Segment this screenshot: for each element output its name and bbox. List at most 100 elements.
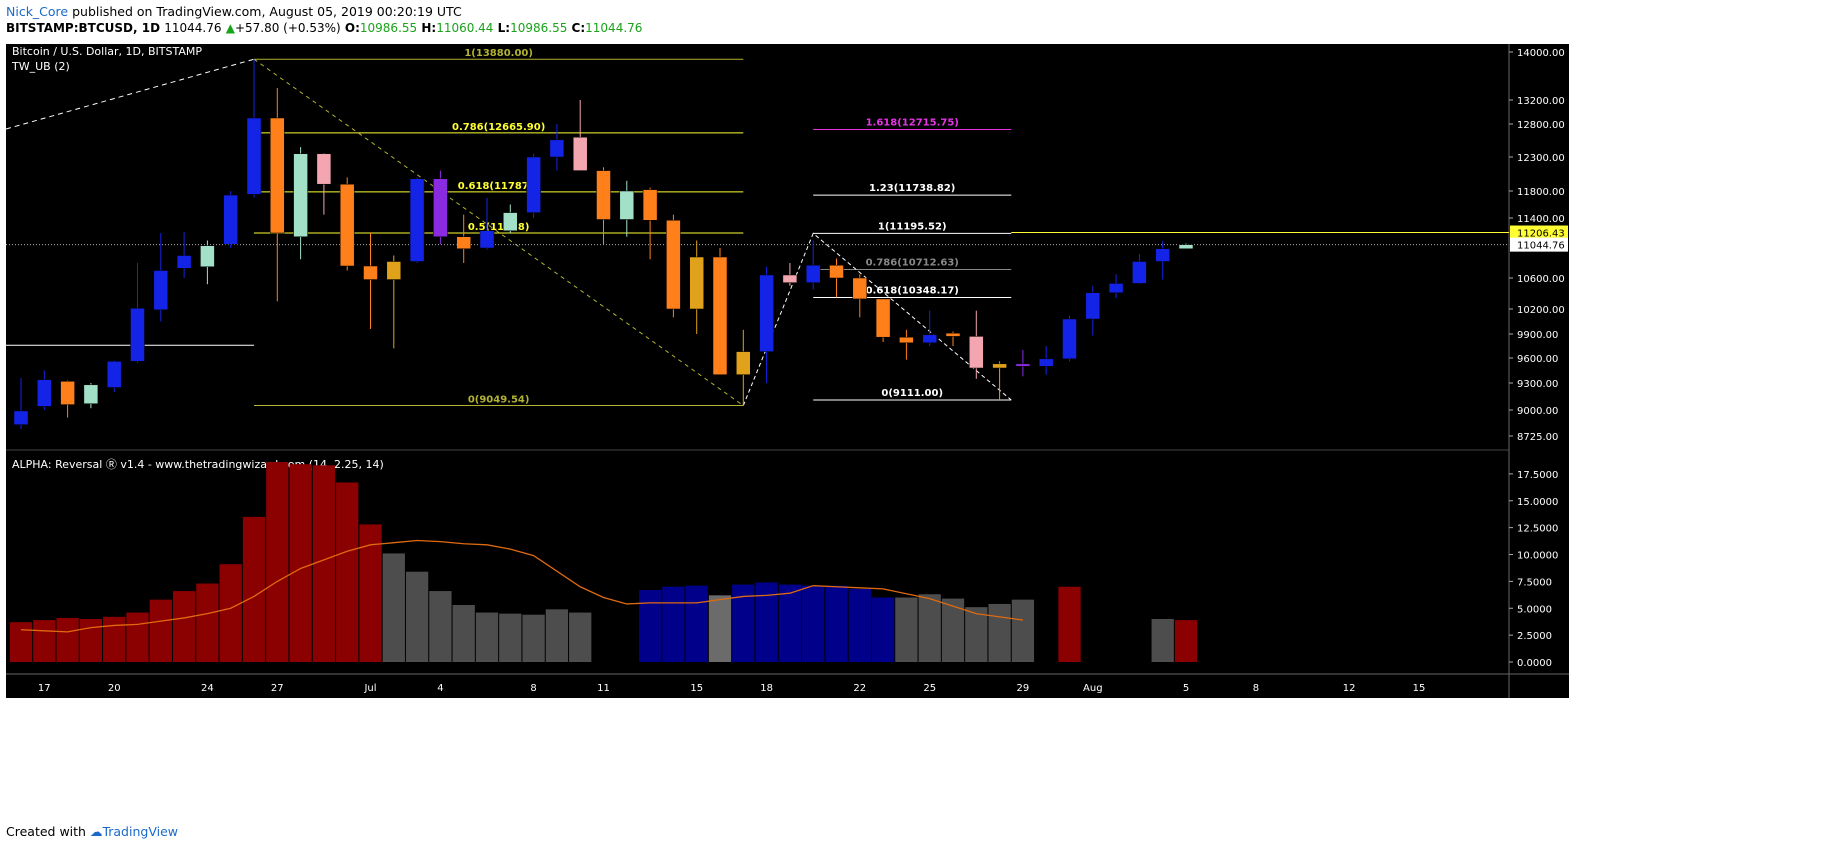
histogram-bar [429, 591, 452, 662]
high-label: H: [421, 21, 437, 35]
candle-body [549, 139, 565, 158]
price-pane-title: Bitcoin / U.S. Dollar, 1D, BITSTAMP [12, 45, 202, 58]
low-label: L: [497, 21, 511, 35]
candle-body [992, 363, 1007, 369]
candle-body [13, 410, 29, 425]
candle-body [60, 381, 75, 405]
date-tick-label: 22 [853, 683, 866, 694]
date-tick-label: 15 [1413, 683, 1426, 694]
candle-body [875, 298, 891, 338]
open-label: O: [344, 21, 360, 35]
histogram-bar [1011, 599, 1035, 662]
price-tick-label: 11400.00 [1517, 214, 1565, 225]
candle-body [1015, 363, 1031, 367]
date-tick-label: 20 [108, 683, 121, 694]
tradingview-logo-icon: ☁ [89, 824, 103, 839]
date-tick-label: 29 [1017, 683, 1030, 694]
candle-body [596, 170, 611, 220]
close-value: 11044.76 [585, 21, 643, 35]
date-tick-label: Jul [363, 683, 376, 694]
ext-trendline [742, 232, 1012, 406]
price-tick-label: 9000.00 [1517, 406, 1558, 417]
histogram-bar [336, 482, 359, 662]
histogram-bar [196, 583, 219, 662]
histogram-bar [475, 612, 499, 662]
ticker-row: BITSTAMP:BTCUSD, 1D 11044.76 ▲+57.80 (+0… [6, 21, 642, 35]
histogram-bar [638, 589, 662, 662]
histogram-bar [289, 464, 312, 662]
candle-body [409, 178, 425, 262]
price-tick-label: 9900.00 [1517, 330, 1558, 341]
candle-body [339, 183, 355, 267]
price-tick-label: 8725.00 [1517, 432, 1558, 443]
ext-level-label: 0.786(10712.63) [866, 258, 959, 269]
candle-body [1062, 318, 1077, 360]
price-tag-label: 11206.43 [1517, 229, 1565, 240]
candle-body [83, 384, 99, 404]
open-value: 10986.55 [359, 21, 418, 35]
candle-body [736, 351, 751, 375]
candle-body [153, 270, 169, 311]
candle-body [37, 379, 52, 407]
fib-level-label: 0.618(11787.6 [458, 181, 540, 192]
candle-body [363, 265, 378, 280]
histogram-bar [569, 612, 592, 662]
histogram-bar [918, 594, 941, 662]
author-link[interactable]: Nick_Core [6, 4, 69, 19]
ext-level-label: 0.618(10348.17) [866, 286, 959, 297]
histogram-bar [1058, 586, 1081, 662]
date-tick-label: 15 [690, 683, 703, 694]
candle-body [176, 255, 192, 269]
histogram-bar [312, 465, 336, 662]
histogram-bar [988, 603, 1011, 662]
histogram-bar [126, 612, 149, 662]
fib-level-label: 1(13880.00) [464, 48, 533, 59]
candle-body [712, 256, 728, 375]
date-tick-label: Aug [1083, 683, 1103, 694]
price-tick-label: 10600.00 [1517, 274, 1565, 285]
candle-body [782, 274, 798, 283]
histogram-bar [172, 591, 196, 662]
histogram-bar [266, 462, 289, 662]
histogram-bar [778, 584, 802, 662]
histogram-bar [545, 609, 569, 662]
date-tick-label: 27 [271, 683, 284, 694]
tradingview-link[interactable]: TradingView [102, 824, 178, 839]
price-tick-label: 9600.00 [1517, 354, 1558, 365]
price-tick-label: 14000.00 [1517, 48, 1565, 59]
ext-level-label: 1(11195.52) [878, 221, 947, 232]
candle-body [223, 194, 238, 245]
candle-body [1155, 248, 1170, 262]
histogram-bar [359, 524, 382, 662]
up-arrow-icon: ▲ [225, 21, 235, 35]
price-tick-label: 9300.00 [1517, 379, 1558, 390]
candle-body [759, 274, 774, 352]
high-value: 11060.44 [436, 21, 494, 35]
date-tick-label: 18 [760, 683, 773, 694]
histogram-bar [895, 597, 918, 662]
candle-body [922, 334, 937, 344]
candle-body [829, 265, 844, 279]
indicator-label: TW_UB (2) [11, 60, 70, 73]
candle-body [1038, 358, 1054, 367]
date-tick-label: 5 [1183, 683, 1189, 694]
candle-body [316, 153, 332, 185]
price-tick-label: 10200.00 [1517, 305, 1565, 316]
candle-body [479, 230, 495, 249]
histogram-bar [103, 616, 126, 662]
histogram-bar [708, 595, 732, 662]
date-tick-label: 17 [38, 683, 51, 694]
candle-body [456, 236, 471, 249]
date-tick-label: 11 [597, 683, 610, 694]
osc-tick-label: 10.0000 [1517, 551, 1558, 562]
histogram-bar [965, 607, 988, 662]
osc-tick-label: 12.5000 [1517, 524, 1558, 535]
candle-body [1132, 261, 1147, 284]
histogram-bar [56, 617, 79, 662]
ext-level-label: 1.618(12715.75) [866, 118, 959, 129]
histogram-bar [732, 584, 755, 662]
candle-body [246, 117, 262, 195]
chart-canvas[interactable]: 14000.00 13200.00 12800.00 12300.00 11800.00… [6, 44, 1824, 822]
candle-body [1085, 292, 1101, 320]
fib-level-label: 0.786(12665.90) [452, 122, 545, 133]
